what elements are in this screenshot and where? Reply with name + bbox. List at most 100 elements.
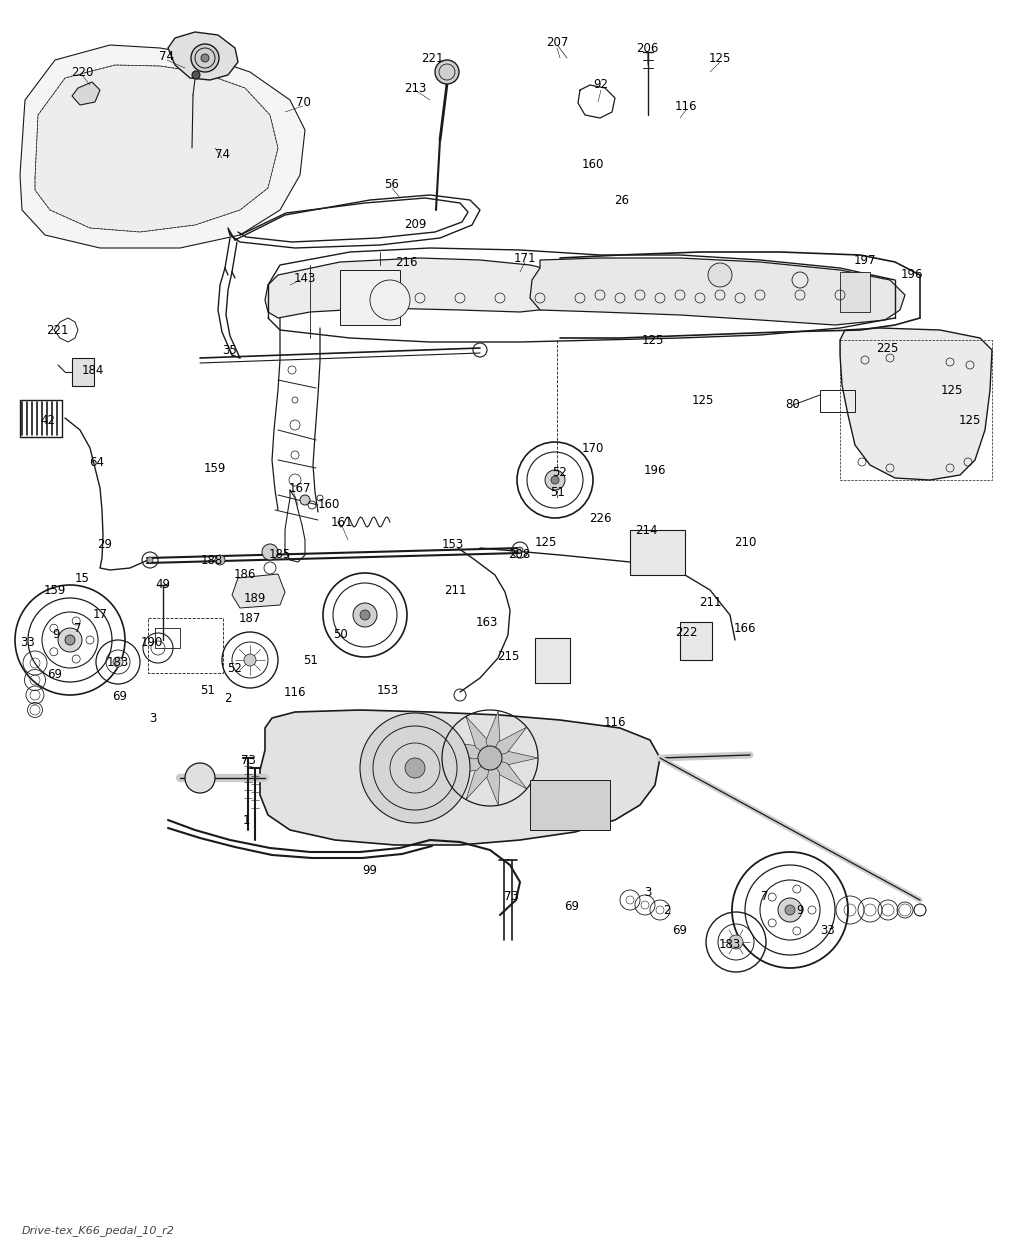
- Circle shape: [113, 657, 123, 667]
- Circle shape: [300, 495, 310, 505]
- Text: 161: 161: [331, 515, 353, 529]
- Polygon shape: [444, 757, 490, 774]
- Polygon shape: [232, 574, 285, 609]
- Circle shape: [201, 54, 209, 62]
- Text: 116: 116: [284, 687, 306, 700]
- Text: 73: 73: [241, 753, 255, 767]
- Circle shape: [65, 635, 75, 645]
- Text: 17: 17: [92, 609, 108, 621]
- Circle shape: [58, 628, 82, 652]
- Text: 92: 92: [594, 79, 608, 91]
- Text: 7: 7: [75, 621, 82, 635]
- Circle shape: [353, 604, 377, 627]
- Circle shape: [545, 470, 565, 490]
- Text: 196: 196: [644, 464, 667, 476]
- Text: 215: 215: [497, 651, 519, 663]
- Circle shape: [360, 713, 470, 823]
- Polygon shape: [490, 751, 538, 764]
- Polygon shape: [72, 82, 100, 105]
- Text: 185: 185: [269, 549, 291, 561]
- Polygon shape: [168, 32, 238, 80]
- Text: 190: 190: [141, 636, 163, 650]
- Text: 167: 167: [289, 481, 311, 495]
- Text: 50: 50: [333, 628, 347, 641]
- Text: 69: 69: [673, 924, 687, 936]
- Text: 170: 170: [582, 441, 604, 454]
- Circle shape: [262, 544, 278, 560]
- Text: 171: 171: [514, 252, 537, 264]
- Circle shape: [729, 935, 743, 949]
- Text: 221: 221: [421, 51, 443, 65]
- Bar: [630, 530, 685, 575]
- Text: 166: 166: [734, 621, 757, 635]
- Circle shape: [517, 547, 523, 552]
- Text: 51: 51: [201, 683, 215, 697]
- Text: 187: 187: [239, 611, 261, 625]
- Text: 51: 51: [551, 486, 565, 500]
- Text: 33: 33: [820, 924, 836, 936]
- Text: Drive-tex_K66_pedal_10_r2: Drive-tex_K66_pedal_10_r2: [22, 1225, 175, 1236]
- Text: 184: 184: [82, 363, 104, 377]
- Text: 207: 207: [546, 35, 568, 49]
- Text: 35: 35: [222, 343, 238, 357]
- Text: 186: 186: [233, 569, 256, 581]
- Circle shape: [406, 758, 425, 778]
- Circle shape: [370, 281, 410, 320]
- Text: 159: 159: [204, 461, 226, 475]
- Text: 70: 70: [296, 96, 310, 110]
- Text: 125: 125: [692, 394, 714, 407]
- Polygon shape: [466, 717, 490, 758]
- Bar: [535, 638, 570, 683]
- Text: 220: 220: [71, 66, 93, 79]
- Text: 163: 163: [476, 616, 499, 628]
- Text: 210: 210: [734, 535, 756, 549]
- Text: 1: 1: [243, 813, 250, 827]
- Text: 159: 159: [44, 584, 67, 596]
- Bar: [840, 272, 870, 312]
- Polygon shape: [490, 758, 526, 789]
- Text: 160: 160: [582, 158, 604, 172]
- Polygon shape: [444, 742, 490, 759]
- Text: 49: 49: [156, 579, 171, 591]
- Text: 9: 9: [52, 628, 59, 641]
- Text: 226: 226: [589, 511, 611, 525]
- Polygon shape: [486, 758, 500, 806]
- Text: 80: 80: [785, 399, 801, 412]
- Text: 33: 33: [20, 636, 36, 650]
- Text: 2: 2: [224, 692, 231, 705]
- Text: 99: 99: [362, 863, 378, 877]
- Polygon shape: [530, 258, 905, 325]
- Circle shape: [551, 476, 559, 484]
- Text: 153: 153: [442, 539, 464, 551]
- Text: 7: 7: [761, 890, 769, 904]
- Text: 3: 3: [644, 887, 651, 899]
- Circle shape: [244, 653, 256, 666]
- Text: 188: 188: [201, 554, 223, 566]
- Text: 42: 42: [41, 414, 55, 426]
- Text: 125: 125: [709, 51, 731, 65]
- Text: 9: 9: [797, 904, 804, 917]
- Text: 214: 214: [635, 524, 657, 536]
- Text: 2: 2: [664, 904, 671, 917]
- Circle shape: [191, 44, 219, 72]
- Text: 213: 213: [403, 81, 426, 95]
- Text: 196: 196: [901, 268, 924, 282]
- Text: 52: 52: [553, 465, 567, 479]
- Text: 209: 209: [403, 218, 426, 232]
- Circle shape: [785, 905, 795, 915]
- Text: 189: 189: [244, 591, 266, 605]
- Text: 64: 64: [89, 455, 104, 469]
- Bar: [820, 390, 855, 412]
- Circle shape: [215, 555, 225, 565]
- Text: 74: 74: [214, 148, 229, 162]
- Text: 211: 211: [698, 596, 721, 610]
- Text: 116: 116: [675, 101, 697, 113]
- Text: 125: 125: [958, 414, 981, 426]
- Text: 74: 74: [160, 50, 174, 64]
- Polygon shape: [265, 258, 570, 318]
- Text: 73: 73: [504, 890, 518, 904]
- Bar: [72, 358, 94, 387]
- Text: 29: 29: [97, 539, 113, 551]
- Text: 197: 197: [854, 253, 877, 267]
- Polygon shape: [35, 65, 278, 232]
